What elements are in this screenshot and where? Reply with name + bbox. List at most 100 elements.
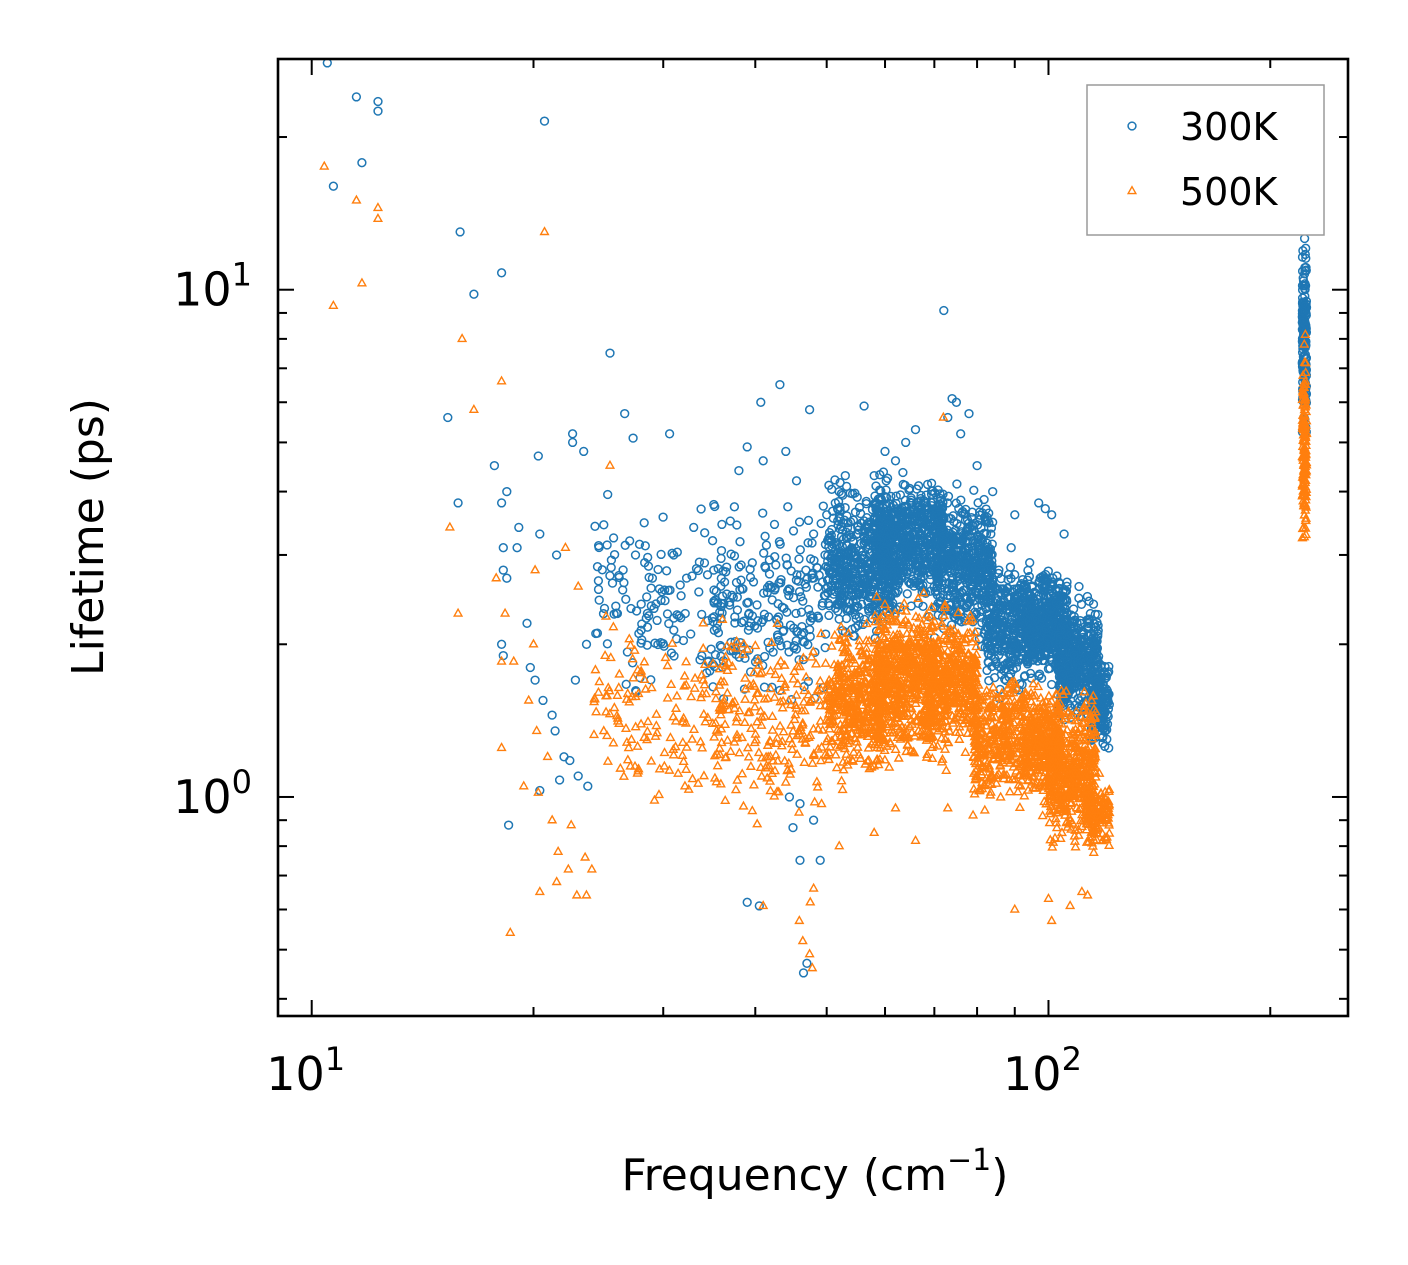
data-point [914,526,924,537]
data-point [743,625,754,635]
data-point [649,603,659,614]
data-point [845,565,855,575]
data-point [805,616,815,626]
data-point [897,520,907,530]
data-point [846,544,856,554]
data-point [838,576,848,586]
data-point [889,557,900,568]
series-300K [322,58,1312,978]
data-point [614,570,624,581]
data-point [830,537,840,548]
data-point [747,558,757,568]
data-point [898,467,908,478]
data-point [760,531,770,541]
data-point [765,583,776,593]
data-point [709,565,719,575]
data-point [761,540,772,550]
data-point [861,521,872,532]
data-point [806,610,816,620]
data-point [824,610,834,621]
data-point [824,536,834,546]
data-point [881,519,892,530]
data-point [676,591,686,601]
data-point [882,473,893,483]
data-point [717,519,727,530]
data-point [817,577,828,587]
data-point [661,566,672,576]
data-point [844,597,855,607]
data-point [652,615,662,626]
data-point [646,601,656,611]
data-point [859,538,869,548]
data-point [640,558,650,568]
data-point [774,537,785,547]
data-point [835,595,845,605]
data-point [730,618,740,628]
data-point [902,566,912,577]
data-point [792,627,802,637]
data-point [826,580,836,590]
data-point [772,614,782,624]
data-point [871,596,881,606]
data-point [869,559,879,570]
data-point [664,618,674,629]
data-point [732,520,742,530]
data-point [753,616,763,626]
data-point [686,629,696,639]
data-point [759,682,770,692]
data-point [848,515,859,525]
data-point [763,612,774,622]
data-point [662,609,673,619]
data-point [803,538,813,548]
data-point [912,484,922,494]
data-point [712,618,723,628]
data-point [873,528,883,538]
data-point [784,590,794,601]
data-point [759,548,769,558]
data-point [731,577,742,588]
data-point [918,601,928,611]
data-point [794,554,804,564]
data-point [782,560,793,570]
data-point [653,639,663,650]
data-point [827,568,837,578]
data-point [634,539,645,549]
data-point [844,580,855,590]
data-point [916,531,927,541]
data-point [899,535,909,545]
data-point [878,467,889,477]
data-point [849,604,859,615]
data-point [640,541,650,551]
data-point [854,564,865,574]
data-point [781,553,791,563]
data-point [788,526,799,536]
data-point [722,589,732,599]
data-point [743,597,753,607]
data-point [666,648,677,658]
data-point [893,543,903,553]
data-point [906,495,916,505]
data-point [719,577,730,587]
data-point [602,540,612,550]
data-point [861,496,871,507]
data-point [809,573,819,583]
data-point [901,553,911,563]
data-point [636,638,646,648]
data-point [881,485,891,495]
data-point [767,595,777,605]
data-point [697,609,707,620]
data-point [930,488,940,498]
data-point [827,524,837,535]
data-point [713,563,723,574]
data-point [878,545,888,555]
data-point [853,590,864,600]
data-point [893,571,903,582]
data-point [738,584,748,594]
data-point [716,601,726,612]
data-point [776,641,786,651]
data-point [791,608,801,619]
data-point [641,613,651,623]
data-point [890,515,900,525]
data-point [768,647,778,657]
